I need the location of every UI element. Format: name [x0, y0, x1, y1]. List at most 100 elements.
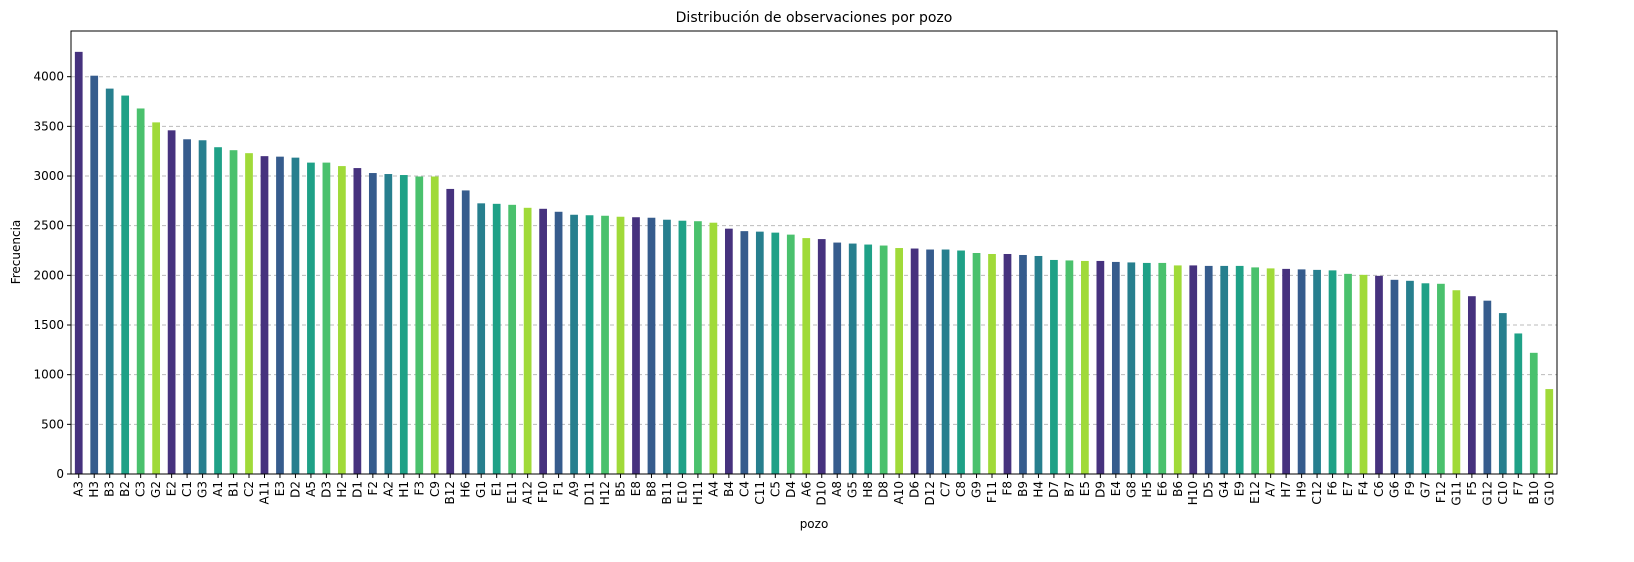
x-tick-label: E3	[273, 481, 287, 496]
x-tick-label: C10	[1496, 481, 1510, 505]
x-axis-label: pozo	[800, 517, 829, 531]
x-tick-label: F8	[1000, 481, 1014, 496]
bar	[755, 231, 764, 474]
bar	[864, 244, 873, 474]
x-tick-label: C4	[737, 481, 751, 497]
x-tick-label: A6	[799, 481, 813, 497]
x-tick-label: B12	[443, 481, 457, 505]
bar	[276, 156, 284, 474]
x-tick-label: A10	[892, 481, 906, 504]
bar	[570, 214, 578, 474]
bar	[910, 248, 919, 474]
bar	[554, 211, 563, 474]
x-tick-label: H3	[87, 481, 101, 498]
x-tick-label: A7	[1264, 481, 1278, 497]
x-tick-label: A9	[567, 481, 581, 497]
x-tick-label: E1	[490, 481, 504, 496]
bar	[368, 173, 377, 474]
x-tick-label: B2	[118, 481, 132, 497]
x-tick-label: F11	[985, 481, 999, 503]
x-tick-label: B3	[103, 481, 117, 497]
bar	[1467, 296, 1476, 474]
x-tick-label: H8	[861, 481, 875, 498]
bar	[709, 222, 718, 474]
x-tick-label: A8	[830, 481, 844, 497]
x-tick-label: C6	[1372, 481, 1386, 497]
bar	[1390, 279, 1399, 474]
bar	[152, 122, 161, 474]
bar	[601, 215, 609, 474]
bar	[1529, 352, 1538, 474]
x-tick-label: D9	[1093, 481, 1107, 498]
bar	[647, 217, 656, 475]
x-tick-label: B9	[1016, 481, 1030, 497]
x-tick-label: B1	[227, 481, 241, 497]
bar	[817, 239, 826, 474]
y-tick-label: 2500	[33, 219, 64, 233]
x-tick-label: D1	[350, 481, 364, 498]
bar	[585, 215, 594, 474]
x-tick-label: H11	[691, 481, 705, 505]
x-tick-label: E5	[1078, 481, 1092, 496]
bar	[322, 162, 331, 474]
bar	[1142, 262, 1151, 474]
bar	[291, 157, 300, 474]
bar	[972, 252, 981, 474]
x-tick-label: G7	[1418, 481, 1432, 498]
bar	[1514, 333, 1523, 474]
x-tick-label: C11	[753, 481, 767, 505]
bar	[1375, 275, 1383, 474]
x-tick-label: D10	[815, 481, 829, 506]
x-tick-label: C7	[939, 481, 953, 497]
x-tick-label: H4	[1031, 481, 1045, 498]
x-tick-label: A5	[304, 481, 318, 497]
bar	[1065, 260, 1074, 474]
bar	[1050, 259, 1058, 474]
bar	[1483, 300, 1492, 474]
bar	[74, 51, 83, 475]
bar	[1189, 265, 1198, 474]
bar	[1235, 265, 1244, 474]
bar	[1127, 262, 1136, 474]
bar	[740, 231, 749, 474]
x-tick-label: D5	[1202, 481, 1216, 498]
x-tick-label: E7	[1341, 481, 1355, 496]
bar	[786, 234, 795, 474]
x-tick-label: A2	[381, 481, 395, 497]
bar	[941, 249, 950, 474]
x-tick-label: H10	[1186, 481, 1200, 505]
x-tick-label: C2	[242, 481, 256, 497]
x-tick-label: F6	[1326, 481, 1340, 496]
bar	[1081, 260, 1089, 474]
x-tick-label: F3	[412, 481, 426, 496]
x-tick-label: F4	[1357, 481, 1371, 496]
x-tick-label: B6	[1171, 481, 1185, 497]
bar	[1220, 265, 1229, 474]
bar	[1204, 265, 1213, 474]
y-axis-label: Frecuencia	[9, 220, 23, 285]
x-tick-label: B4	[722, 481, 736, 497]
x-tick-label: C1	[180, 481, 194, 497]
x-tick-label: H9	[1295, 481, 1309, 498]
bar	[353, 168, 362, 474]
x-tick-label: C5	[768, 481, 782, 497]
x-tick-label: A1	[211, 481, 225, 497]
x-tick-label: E4	[1109, 481, 1123, 496]
bar	[1297, 269, 1306, 474]
bar	[198, 140, 207, 475]
x-tick-label: A4	[706, 481, 720, 497]
x-tick-label: D3	[319, 481, 333, 498]
bar	[461, 190, 470, 474]
x-tick-label: C12	[1310, 481, 1324, 505]
x-tick-label: H1	[397, 481, 411, 498]
bar	[167, 130, 176, 475]
x-tick-label: G2	[149, 481, 163, 498]
bar	[508, 204, 517, 474]
x-tick-label: H6	[459, 481, 473, 498]
bar	[121, 95, 130, 475]
bar	[1251, 267, 1260, 474]
bar	[430, 176, 439, 474]
x-tick-label: A12	[521, 481, 535, 504]
bar	[415, 176, 424, 474]
bar	[694, 221, 702, 474]
